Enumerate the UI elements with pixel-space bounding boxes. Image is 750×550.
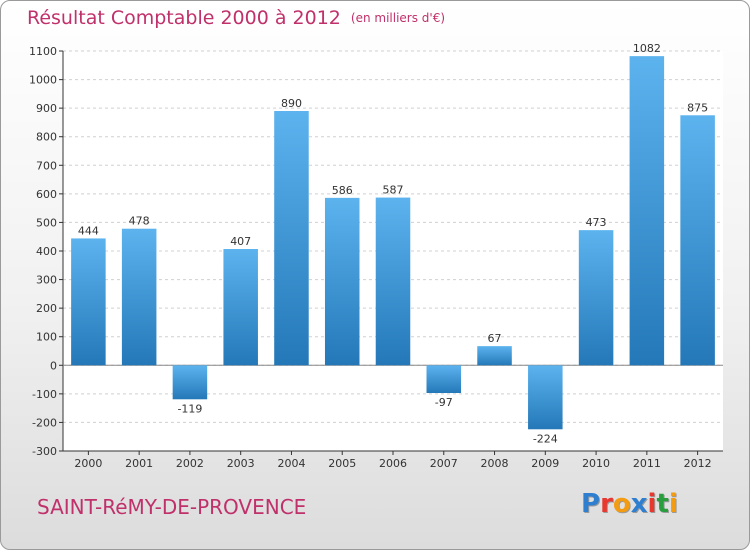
data-label: 1082 [633, 42, 661, 55]
bar [274, 111, 309, 366]
brand-logo: Proxiti [581, 489, 678, 519]
y-tick-label: 600 [36, 188, 57, 201]
bar [121, 228, 157, 366]
bar [477, 346, 512, 366]
y-tick-label: 500 [36, 216, 57, 229]
logo-letter: i [647, 489, 657, 519]
y-tick-label: -300 [32, 445, 57, 458]
data-label: 890 [281, 97, 302, 110]
x-tick-label: 2002 [176, 457, 204, 470]
logo-letter: r [600, 489, 613, 519]
data-label: 875 [687, 101, 708, 114]
data-label: 444 [78, 224, 99, 237]
data-label: -97 [435, 396, 453, 409]
title-text: Résultat Comptable 2000 à 2012 [27, 7, 341, 29]
y-tick-label: 800 [36, 131, 57, 144]
x-tick-label: 2004 [277, 457, 305, 470]
bar [172, 365, 208, 400]
x-tick-label: 2007 [430, 457, 458, 470]
x-tick-label: 2010 [582, 457, 610, 470]
y-tick-label: 900 [36, 102, 57, 115]
data-label: 407 [230, 235, 251, 248]
x-tick-label: 2001 [125, 457, 153, 470]
logo-letter: t [656, 489, 669, 519]
bar [680, 115, 715, 366]
y-tick-label: 100 [36, 331, 57, 344]
data-label: 67 [488, 332, 502, 345]
logo-letter: i [668, 489, 678, 519]
x-tick-label: 2012 [684, 457, 712, 470]
bar [578, 230, 614, 366]
bar [426, 365, 462, 393]
town-name: SAINT-RéMY-DE-PROVENCE [37, 495, 307, 519]
bar [528, 365, 563, 430]
x-tick-label: 2005 [328, 457, 356, 470]
y-tick-label: -200 [32, 416, 57, 429]
data-label: -224 [533, 432, 558, 445]
y-tick-label: 700 [36, 159, 57, 172]
logo-letter: o [612, 489, 631, 519]
bar [629, 56, 665, 366]
y-tick-label: 1100 [29, 45, 57, 58]
x-tick-label: 2003 [227, 457, 255, 470]
x-tick-label: 2006 [379, 457, 407, 470]
data-label: 586 [332, 184, 353, 197]
y-tick-label: -100 [32, 388, 57, 401]
y-tick-label: 0 [50, 359, 57, 372]
x-tick-label: 2011 [633, 457, 661, 470]
data-label: 473 [586, 216, 607, 229]
data-label: 587 [383, 184, 404, 197]
y-tick-label: 1000 [29, 74, 57, 87]
chart-title: Résultat Comptable 2000 à 2012 (en millie… [27, 7, 445, 29]
x-tick-label: 2008 [481, 457, 509, 470]
y-tick-label: 300 [36, 274, 57, 287]
x-tick-label: 2000 [74, 457, 102, 470]
data-label: -119 [177, 402, 202, 415]
chart-subtitle: (en milliers d'€) [350, 11, 446, 25]
bar [375, 197, 411, 366]
bar [324, 197, 360, 366]
data-label: 478 [129, 215, 150, 228]
logo-letter: P [581, 489, 601, 519]
y-tick-label: 400 [36, 245, 57, 258]
bar [71, 238, 106, 366]
bar [223, 249, 258, 366]
x-tick-label: 2009 [531, 457, 559, 470]
logo-letter: x [630, 489, 648, 519]
y-tick-label: 200 [36, 302, 57, 315]
